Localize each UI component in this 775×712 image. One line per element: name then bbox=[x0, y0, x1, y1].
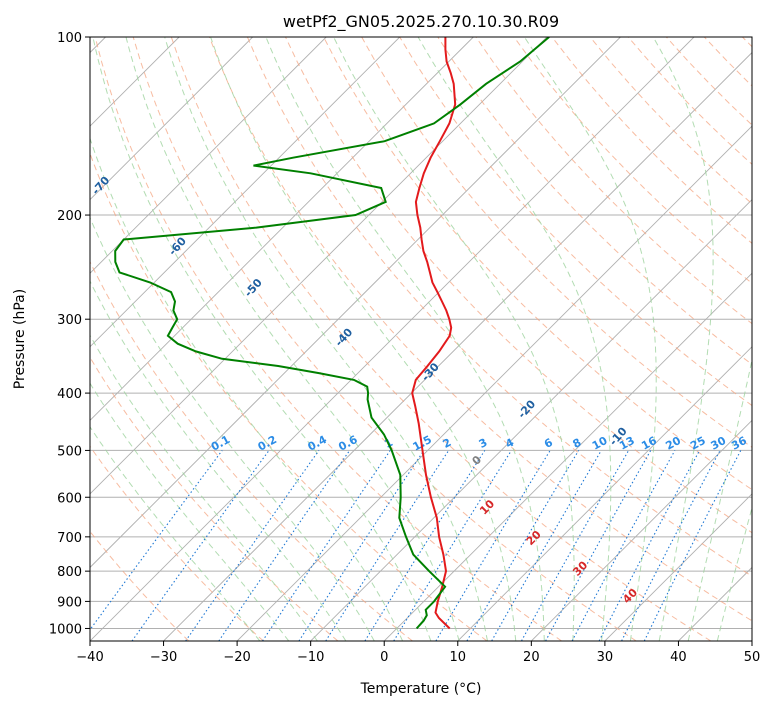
x-tick-label: 20 bbox=[523, 650, 540, 665]
y-tick-label: 1000 bbox=[49, 622, 82, 637]
y-tick-label: 500 bbox=[57, 444, 82, 459]
x-tick-label: 30 bbox=[597, 650, 614, 665]
y-tick-label: 100 bbox=[57, 31, 82, 46]
y-tick-label: 800 bbox=[57, 565, 82, 580]
x-tick-label: 10 bbox=[450, 650, 467, 665]
y-axis-label: Pressure (hPa) bbox=[12, 289, 28, 389]
x-tick-label: −20 bbox=[223, 650, 250, 665]
x-tick-label: −40 bbox=[76, 650, 103, 665]
x-tick-label: −30 bbox=[150, 650, 177, 665]
y-tick-label: 400 bbox=[57, 387, 82, 402]
y-tick-label: 600 bbox=[57, 491, 82, 506]
x-tick-label: −10 bbox=[297, 650, 324, 665]
y-tick-label: 900 bbox=[57, 595, 82, 610]
x-tick-label: 50 bbox=[744, 650, 761, 665]
y-tick-label: 200 bbox=[57, 209, 82, 224]
x-tick-label: 40 bbox=[670, 650, 687, 665]
x-axis-label: Temperature (°C) bbox=[360, 681, 482, 697]
chart-title: wetPf2_GN05.2025.270.10.30.R09 bbox=[283, 12, 559, 32]
y-tick-label: 700 bbox=[57, 531, 82, 546]
y-tick-label: 300 bbox=[57, 313, 82, 328]
x-tick-label: 0 bbox=[380, 650, 388, 665]
